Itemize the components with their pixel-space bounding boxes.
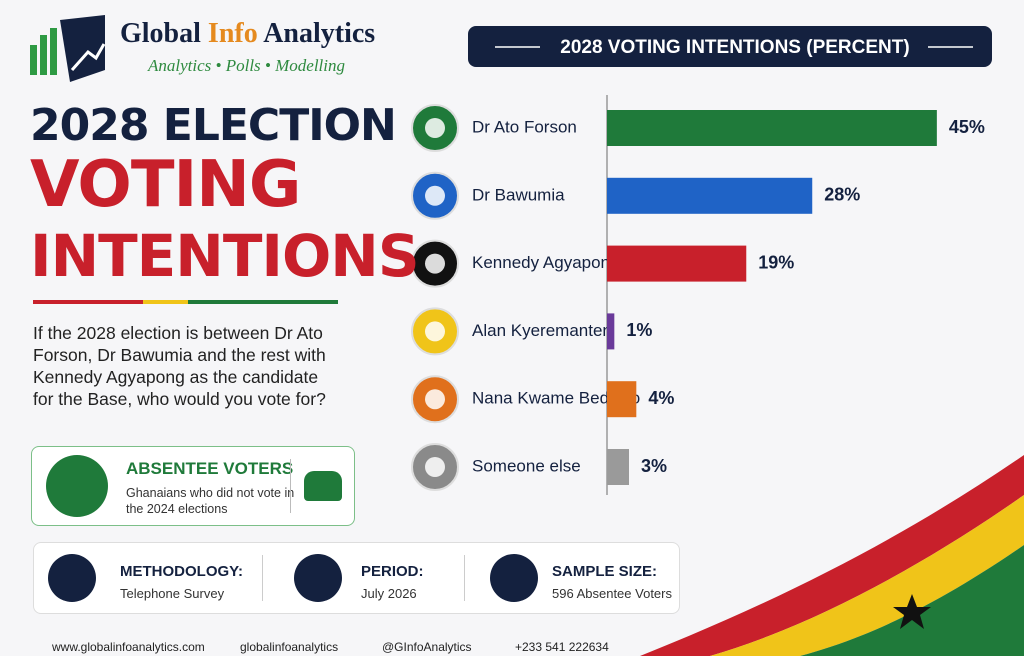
- info-label: METHODOLOGY:: [120, 563, 244, 580]
- absentee-text: Ghanaians who did not vote in the 2024 e…: [126, 486, 295, 516]
- value-label: 19%: [758, 252, 794, 272]
- flag-yellow: [710, 495, 1024, 656]
- info-item: SAMPLE SIZE: 596 Absentee Voters: [552, 563, 672, 601]
- info-item: PERIOD: July 2026: [361, 563, 424, 601]
- value-label: 4%: [648, 388, 674, 408]
- brand-word: Global: [120, 18, 201, 49]
- brand-word: Analytics: [263, 18, 376, 49]
- headline-1: 2028 ELECTION: [30, 100, 397, 151]
- headline-3: INTENTIONS: [30, 222, 420, 290]
- tagline: Analytics • Polls • Modelling: [148, 56, 345, 75]
- headline-2: VOTING: [30, 148, 301, 222]
- value-label: 3%: [641, 456, 667, 476]
- chart-title: 2028 VOTING INTENTIONS (PERCENT): [560, 37, 909, 58]
- info-value: Telephone Survey: [120, 586, 225, 601]
- info-value: July 2026: [361, 586, 417, 601]
- category-label: Alan Kyeremanten: [472, 321, 612, 340]
- category-label: Kennedy Agyapong: [472, 253, 619, 272]
- people-icon: [490, 554, 538, 602]
- divider: [262, 555, 263, 601]
- category-label: Dr Ato Forson: [472, 117, 577, 136]
- info-label: PERIOD:: [361, 563, 424, 580]
- candidate-icon-inner: [425, 321, 445, 342]
- rule: [188, 300, 338, 304]
- voter-icon: [46, 455, 108, 517]
- flag-green: [800, 545, 1024, 656]
- bar: [607, 177, 813, 214]
- absentee-title: ABSENTEE VOTERS: [126, 459, 294, 478]
- calendar-icon: [294, 554, 342, 602]
- bar: [607, 313, 615, 350]
- category-label: Nana Kwame Bediako: [472, 389, 640, 408]
- info-value: 596 Absentee Voters: [552, 586, 672, 601]
- candidate-icon-inner: [425, 389, 445, 410]
- bar: [607, 449, 629, 485]
- question: If the 2028 election is between Dr Ato F…: [33, 323, 326, 409]
- candidate-icon-inner: [425, 118, 445, 138]
- value-label: 1%: [626, 320, 652, 340]
- footer-phone: +233 541 222634: [515, 640, 609, 654]
- rule: [143, 300, 188, 304]
- divider: [464, 555, 465, 601]
- logo-bar: [50, 28, 57, 75]
- bar: [607, 110, 937, 146]
- bar: [607, 245, 747, 282]
- flag-star: [893, 594, 931, 629]
- brand-word: Info: [207, 18, 258, 49]
- group-icon: [304, 471, 342, 501]
- value-label: 28%: [824, 185, 860, 205]
- category-label: Dr Bawumia: [472, 185, 565, 204]
- candidate-icon-inner: [425, 253, 445, 274]
- footer-facebook[interactable]: globalinfoanalytics: [240, 640, 339, 654]
- info-box: METHODOLOGY: Telephone Survey PERIOD: July…: [33, 542, 680, 614]
- category-label: Someone else: [472, 456, 581, 475]
- footer-web[interactable]: www.globalinfoanalytics.com: [52, 640, 205, 654]
- rule: [33, 300, 143, 304]
- logo-bar: [30, 45, 37, 75]
- logo-bar: [40, 35, 47, 75]
- divider: [290, 459, 291, 513]
- info-item: METHODOLOGY: Telephone Survey: [120, 563, 243, 601]
- phone-icon: [48, 554, 96, 602]
- footer-twitter[interactable]: @GInfoAnalytics: [382, 640, 472, 654]
- bar: [607, 381, 637, 418]
- brand-name: Global Info Analytics: [120, 18, 375, 50]
- absentee-box: ABSENTEE VOTERS Ghanaians who did not vo…: [31, 446, 355, 526]
- logo-arrow: [70, 43, 106, 71]
- logo-book: [60, 15, 105, 82]
- chart-banner: [468, 26, 992, 67]
- value-label: 45%: [949, 117, 985, 137]
- candidate-icon-inner: [425, 185, 445, 206]
- info-label: SAMPLE SIZE:: [552, 563, 658, 580]
- candidate-icon-inner: [425, 457, 445, 477]
